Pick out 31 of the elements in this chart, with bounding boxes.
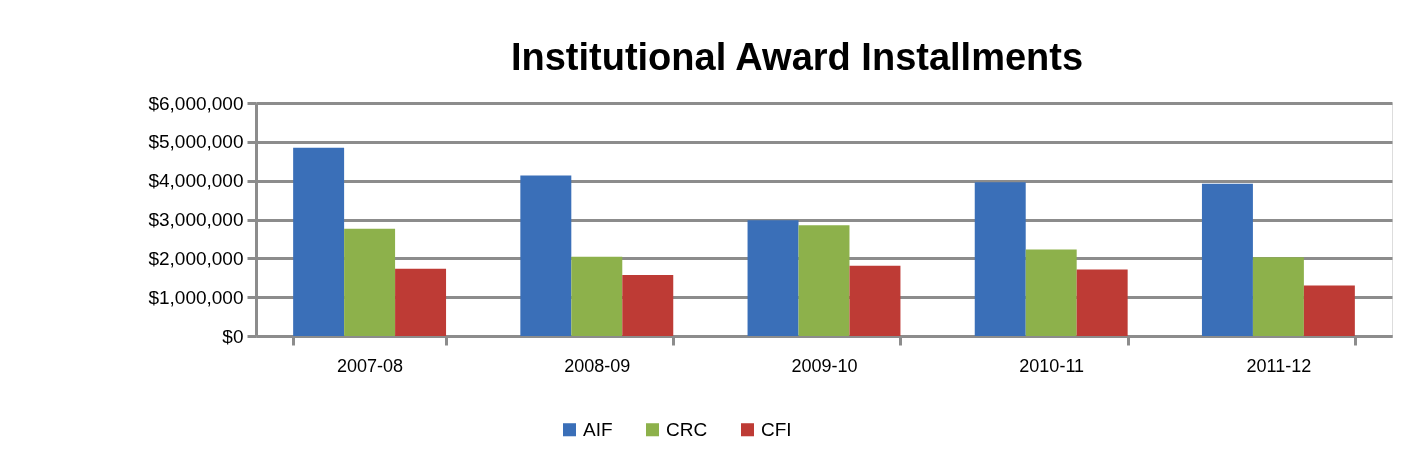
bar [1303,285,1355,336]
bar [1201,183,1253,336]
bar [622,275,674,336]
x-tick-label: 2011-12 [1246,355,1312,376]
bar [747,220,799,336]
legend-label: AIF [583,418,613,440]
y-tick-label: $3,000,000 [148,209,244,230]
x-tick-label: 2008-09 [564,355,631,376]
bar [974,182,1026,336]
bar [293,147,345,336]
bar [1025,249,1077,336]
legend-label: CRC [666,418,708,440]
legend-label: CFI [761,418,792,440]
y-tick-label: $4,000,000 [148,170,244,192]
bar [798,225,850,336]
x-tick-label: 2007-08 [337,355,404,376]
y-tick-label: $0 [222,325,244,347]
bar [520,175,572,336]
bar [849,265,901,336]
bar [1252,257,1304,336]
x-tick-label: 2009-10 [791,355,858,376]
chart-title: Institutional Award Installments [510,36,1084,78]
x-tick-label: 2010-11 [1019,355,1085,376]
bar [395,268,447,336]
bar [344,228,396,336]
y-tick-label: $2,000,000 [148,247,244,269]
y-tick-label: $1,000,000 [148,286,244,308]
bar [571,256,623,336]
y-tick-label: $6,000,000 [148,92,244,114]
bar [1076,269,1128,336]
y-tick-label: $5,000,000 [148,131,244,153]
